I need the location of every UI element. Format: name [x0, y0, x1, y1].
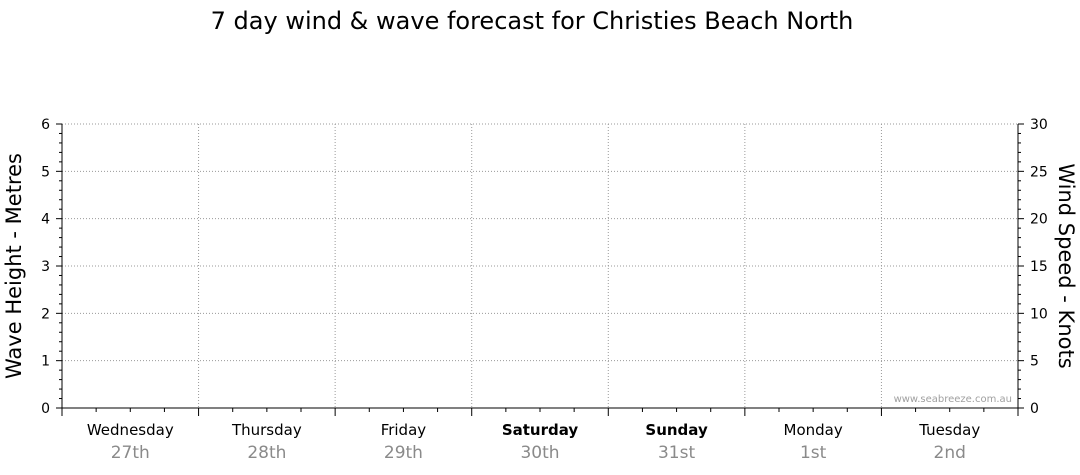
grid — [62, 123, 1018, 408]
day-name-label: Monday — [784, 421, 843, 439]
left-axis-title: Wave Height - Metres — [2, 153, 26, 379]
day-name-label: Thursday — [231, 421, 302, 439]
right-tick-label: 5 — [1030, 354, 1039, 370]
day-name-label: Wednesday — [87, 421, 174, 439]
day-date-label: 1st — [800, 443, 827, 463]
left-tick-label: 1 — [41, 354, 50, 370]
day-date-label: 27th — [111, 443, 150, 463]
right-tick-label: 10 — [1030, 306, 1048, 322]
day-name-label: Sunday — [645, 421, 708, 439]
day-name-label: Saturday — [502, 421, 579, 439]
left-tick-label: 5 — [41, 164, 50, 180]
right-axis-title: Wind Speed - Knots — [1054, 163, 1078, 368]
right-axis-ticks: 0 5 10 15 20 25 30 — [1018, 117, 1048, 417]
day-name-label: Tuesday — [918, 421, 980, 439]
watermark: www.seabreeze.com.au — [894, 394, 1012, 405]
right-tick-label: 30 — [1030, 117, 1048, 133]
axes — [61, 124, 1019, 416]
day-date-label: 29th — [384, 443, 423, 463]
left-tick-label: 0 — [41, 401, 50, 417]
left-tick-label: 3 — [41, 259, 50, 275]
right-tick-label: 0 — [1030, 401, 1039, 417]
day-date-label: 31st — [658, 443, 695, 463]
right-tick-label: 15 — [1030, 259, 1048, 275]
left-tick-label: 6 — [41, 117, 50, 133]
right-tick-label: 20 — [1030, 212, 1048, 228]
left-tick-label: 2 — [41, 306, 50, 322]
day-name-label: Friday — [381, 421, 427, 439]
left-tick-label: 4 — [41, 212, 50, 228]
chart-title: 7 day wind & wave forecast for Christies… — [211, 7, 854, 35]
day-date-label: 2nd — [934, 443, 966, 463]
day-date-label: 30th — [520, 443, 559, 463]
left-axis-ticks: 0 1 2 3 4 5 6 — [41, 117, 62, 417]
day-date-label: 28th — [247, 443, 286, 463]
right-tick-label: 25 — [1030, 164, 1048, 180]
day-labels: Wednesday 27th Thursday 28th Friday 29th Satur… — [87, 421, 980, 463]
